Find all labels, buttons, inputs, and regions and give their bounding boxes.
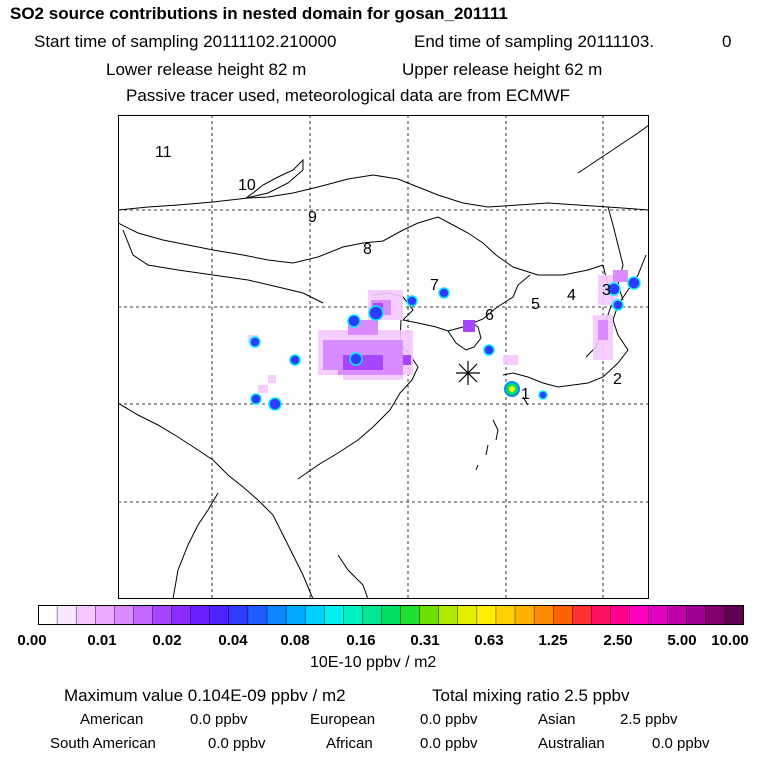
- colorbar: [38, 605, 744, 625]
- colorbar-tick: 1.25: [538, 632, 568, 649]
- colorbar-cell: [171, 605, 192, 625]
- asian-value: 2.5 ppbv: [620, 711, 678, 728]
- colorbar-cell: [190, 605, 211, 625]
- colorbar-cell: [629, 605, 650, 625]
- region-label-4: 4: [567, 287, 576, 304]
- colorbar-tick: 10.00: [711, 632, 749, 649]
- colorbar-cell: [610, 605, 631, 625]
- colorbar-tick: 5.00: [667, 632, 697, 649]
- american-value: 0.0 ppbv: [190, 711, 248, 728]
- concentration-field: [248, 270, 641, 411]
- colorbar-cell: [133, 605, 154, 625]
- map-panel: 1 2 3 4 5 6 7 8 9 10 11: [118, 115, 649, 599]
- end-time-suffix: 0: [722, 32, 732, 51]
- european-label: European: [310, 711, 376, 728]
- colorbar-cell: [476, 605, 497, 625]
- colorbar-cell: [56, 605, 77, 625]
- colorbar-cell: [457, 605, 478, 625]
- european-value: 0.0 ppbv: [420, 711, 478, 728]
- end-time-label: End time of sampling 20111103.: [414, 32, 655, 51]
- colorbar-tick: 0.04: [218, 632, 248, 649]
- region-label-10: 10: [238, 177, 256, 194]
- colorbar-cell: [400, 605, 421, 625]
- colorbar-tick: 0.00: [17, 632, 47, 649]
- receptor-peak: [504, 381, 520, 397]
- receptor-star-icon: [456, 361, 480, 385]
- colorbar-cell: [343, 605, 364, 625]
- colorbar-cell: [533, 605, 554, 625]
- region-label-3: 3: [602, 282, 611, 299]
- colorbar-cell: [667, 605, 688, 625]
- colorbar-tick: 0.63: [474, 632, 504, 649]
- australian-value: 0.0 ppbv: [652, 735, 710, 752]
- colorbar-tick: 0.08: [280, 632, 310, 649]
- colorbar-cell: [438, 605, 459, 625]
- colorbar-cell: [75, 605, 96, 625]
- total-mixing-ratio: Total mixing ratio 2.5 ppbv: [432, 686, 630, 705]
- region-label-5: 5: [531, 296, 540, 313]
- colorbar-tick: 0.31: [410, 632, 440, 649]
- plot-title: SO2 source contributions in nested domai…: [10, 4, 508, 23]
- colorbar-cell: [247, 605, 268, 625]
- colorbar-cell: [591, 605, 612, 625]
- asian-label: Asian: [538, 711, 576, 728]
- region-label-7: 7: [430, 277, 439, 294]
- colorbar-cell: [705, 605, 726, 625]
- lower-release-height: Lower release height 82 m: [106, 60, 307, 79]
- region-label-9: 9: [308, 209, 317, 226]
- region-label-8: 8: [363, 241, 372, 258]
- african-value: 0.0 ppbv: [420, 735, 478, 752]
- colorbar-cell: [285, 605, 306, 625]
- african-label: African: [326, 735, 373, 752]
- colorbar-tick: 0.01: [87, 632, 117, 649]
- region-label-1: 1: [521, 386, 530, 403]
- colorbar-units: 10E-10 ppbv / m2: [310, 654, 437, 671]
- colorbar-cell: [381, 605, 402, 625]
- colorbar-tick: 0.16: [346, 632, 376, 649]
- region-label-6: 6: [485, 307, 494, 324]
- colorbar-cell: [724, 605, 744, 625]
- colorbar-cell: [95, 605, 116, 625]
- south-american-value: 0.0 ppbv: [208, 735, 266, 752]
- south-american-label: South American: [50, 735, 156, 752]
- region-label-11: 11: [155, 144, 172, 161]
- colorbar-cell: [228, 605, 249, 625]
- colorbar-cell: [114, 605, 135, 625]
- colorbar-cell: [552, 605, 573, 625]
- colorbar-cell: [686, 605, 707, 625]
- colorbar-tick: 2.50: [603, 632, 633, 649]
- tracer-note: Passive tracer used, meteorological data…: [126, 86, 571, 105]
- colorbar-cell: [648, 605, 669, 625]
- colorbar-cell: [572, 605, 593, 625]
- colorbar-cell: [495, 605, 516, 625]
- colorbar-cell: [152, 605, 173, 625]
- region-label-2: 2: [613, 371, 622, 388]
- colorbar-cell: [514, 605, 535, 625]
- colorbar-cell: [38, 605, 58, 625]
- american-label: American: [80, 711, 144, 728]
- colorbar-cell: [362, 605, 383, 625]
- colorbar-cell: [419, 605, 440, 625]
- colorbar-cell: [266, 605, 287, 625]
- colorbar-tick: 0.02: [152, 632, 182, 649]
- maximum-value: Maximum value 0.104E-09 ppbv / m2: [64, 686, 346, 705]
- australian-label: Australian: [538, 735, 605, 752]
- colorbar-cell: [324, 605, 345, 625]
- colorbar-cell: [304, 605, 325, 625]
- upper-release-height: Upper release height 62 m: [402, 60, 603, 79]
- start-time-label: Start time of sampling 20111102.210000: [34, 32, 337, 51]
- colorbar-cell: [209, 605, 230, 625]
